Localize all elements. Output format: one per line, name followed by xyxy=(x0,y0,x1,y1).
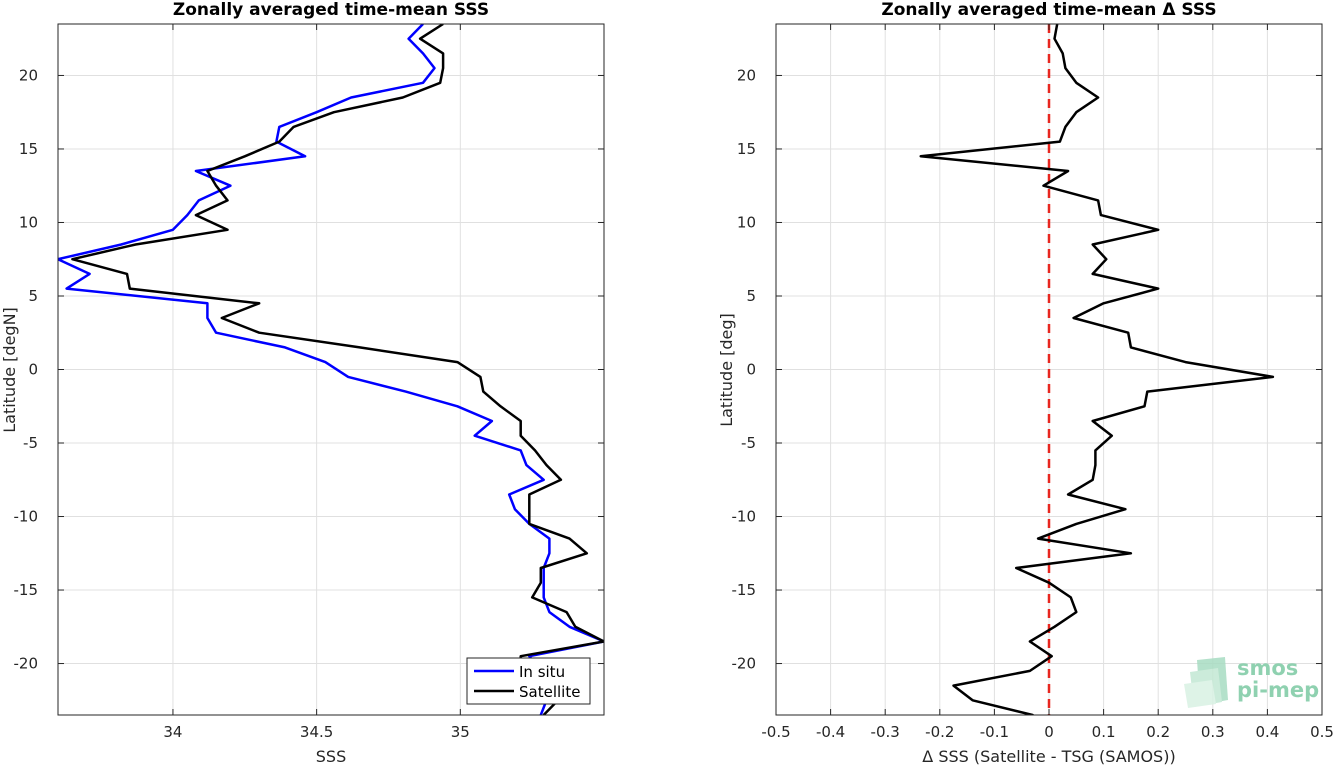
left-x-tick-label: 35 xyxy=(451,723,470,741)
left-x-axis-label: SSS xyxy=(316,747,346,765)
right-y-tick-label: 20 xyxy=(737,66,756,84)
right-y-axis-label: Latitude [deg] xyxy=(717,313,736,427)
left-x-tick-label: 34.5 xyxy=(300,723,333,741)
left-series-in-situ-line xyxy=(58,24,604,715)
legend-in-situ-label: In situ xyxy=(519,663,565,681)
right-x-tick-label: 0.5 xyxy=(1310,723,1333,741)
left-chart-title: Zonally averaged time-mean SSS xyxy=(173,0,489,20)
left-y-tick-label: 0 xyxy=(28,361,38,379)
left-y-tick-label: -20 xyxy=(14,655,39,673)
right-y-tick-label: -15 xyxy=(732,581,757,599)
left-y-tick-label: 5 xyxy=(28,287,38,305)
right-x-tick-label: 0.1 xyxy=(1092,723,1116,741)
right-y-tick-label: -5 xyxy=(741,434,756,452)
right-x-tick-label: 0.4 xyxy=(1255,723,1279,741)
right-ticks: -0.5 -0.4 -0.3 -0.2 -0.1 0 0.1 0.2 0.3 0.4 0.5 -20 -… xyxy=(732,24,1333,741)
left-y-tick-label: 15 xyxy=(19,140,38,158)
logo-waves-icon xyxy=(1184,657,1228,708)
left-y-tick-label: -10 xyxy=(14,508,39,526)
right-series-lines xyxy=(919,24,1275,715)
left-chart-panel: 34 34.5 35 -20 -15 -10 -5 0 5 10 15 20 Zonally aver… xyxy=(0,0,605,765)
left-ticks: 34 34.5 35 -20 -15 -10 -5 0 5 10 15 20 xyxy=(14,24,604,741)
left-y-tick-label: 20 xyxy=(19,66,38,84)
right-x-tick-label: -0.3 xyxy=(871,723,900,741)
right-y-tick-label: -10 xyxy=(732,508,757,526)
right-x-tick-label: -0.2 xyxy=(925,723,954,741)
right-x-tick-label: -0.5 xyxy=(761,723,790,741)
logo-text-pi-mep: pi-mep xyxy=(1237,678,1319,702)
right-x-axis-label: Δ SSS (Satellite - TSG (SAMOS)) xyxy=(922,747,1175,765)
smos-pi-mep-logo: smos pi-mep xyxy=(1184,656,1319,708)
right-y-tick-label: -20 xyxy=(732,655,757,673)
legend: In situ Satellite xyxy=(466,657,591,705)
left-grid xyxy=(58,24,604,715)
right-y-tick-label: 10 xyxy=(737,213,756,231)
legend-satellite-label: Satellite xyxy=(519,683,580,701)
right-chart-title: Zonally averaged time-mean Δ SSS xyxy=(881,0,1216,20)
left-series-lines xyxy=(58,24,604,715)
right-chart-panel: -0.5 -0.4 -0.3 -0.2 -0.1 0 0.1 0.2 0.3 0.4 0.5 -20 -… xyxy=(717,0,1333,765)
logo-text-smos: smos xyxy=(1237,656,1298,680)
left-x-tick-label: 34 xyxy=(163,723,182,741)
right-y-tick-label: 5 xyxy=(746,287,756,305)
right-x-tick-label: 0.2 xyxy=(1146,723,1170,741)
legend-box xyxy=(466,657,591,705)
right-y-tick-label: 0 xyxy=(746,361,756,379)
left-series-satellite-line xyxy=(71,24,604,715)
right-x-tick-label: 0 xyxy=(1044,723,1054,741)
left-y-tick-label: 10 xyxy=(19,213,38,231)
right-x-tick-label: -0.4 xyxy=(816,723,845,741)
right-x-tick-label: 0.3 xyxy=(1201,723,1225,741)
left-y-tick-label: -15 xyxy=(14,581,39,599)
right-y-tick-label: 15 xyxy=(737,140,756,158)
right-x-tick-label: -0.1 xyxy=(980,723,1009,741)
right-series-delta-sss-line xyxy=(919,24,1275,715)
left-y-tick-label: -5 xyxy=(23,434,38,452)
left-y-axis-label: Latitude [degN] xyxy=(0,307,19,433)
